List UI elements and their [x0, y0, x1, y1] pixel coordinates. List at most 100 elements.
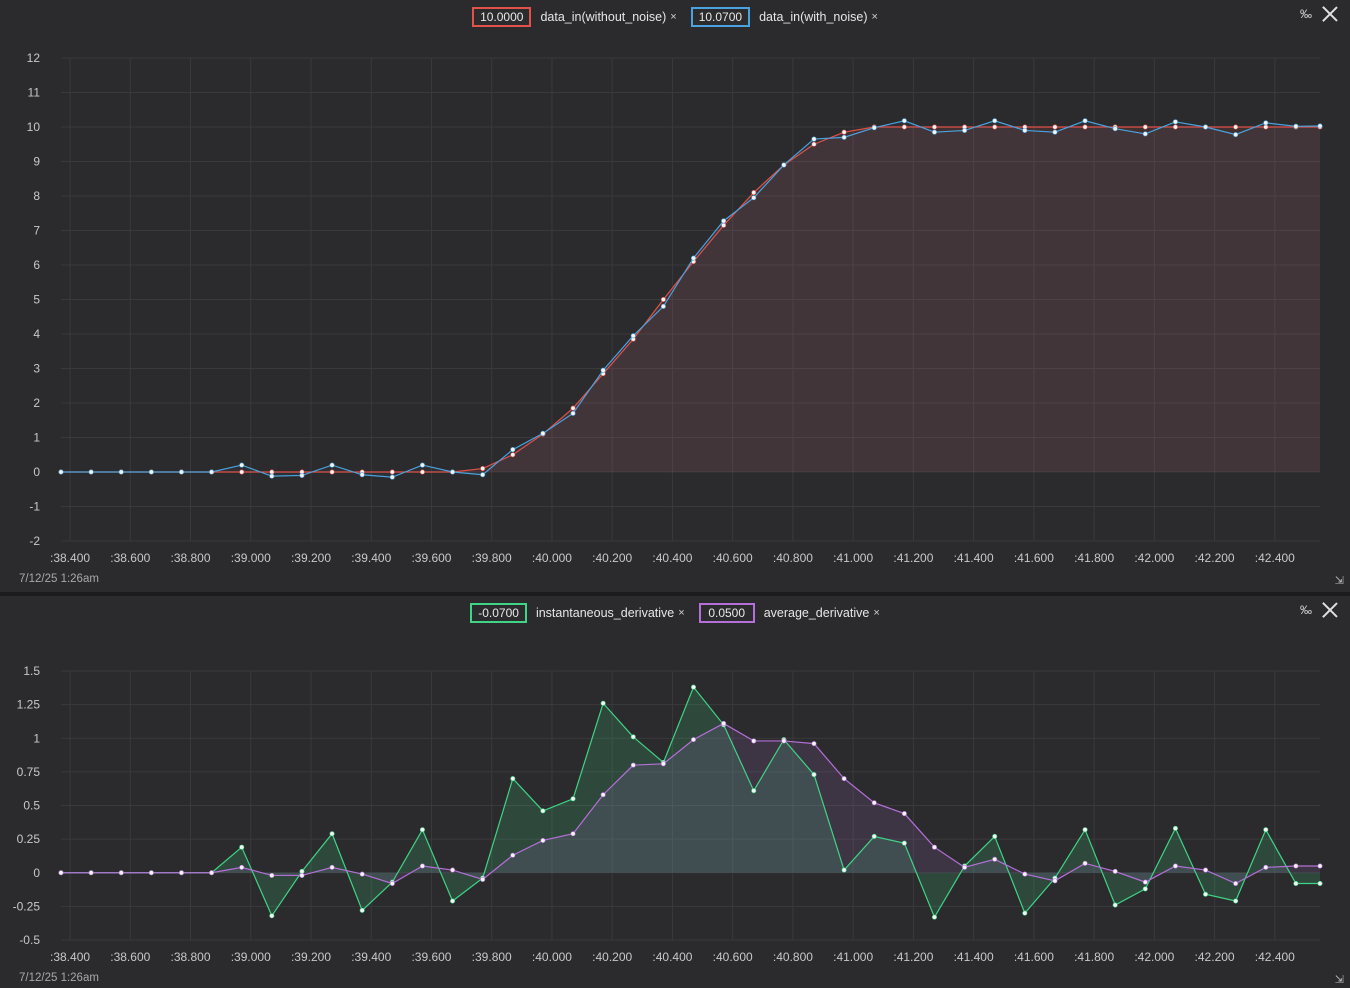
x-tick-label: :40.200 — [592, 950, 632, 964]
x-tick-label: :39.000 — [231, 950, 271, 964]
y-tick-label: 4 — [33, 327, 40, 341]
data-point — [901, 811, 907, 817]
data-point — [419, 863, 425, 869]
data-point — [299, 872, 305, 878]
panel-controls: ‰ — [1300, 6, 1338, 22]
x-tick-label: :40.400 — [652, 551, 692, 565]
data-point — [1233, 124, 1239, 130]
data-point — [480, 876, 486, 882]
data-point — [329, 864, 335, 870]
data-point — [359, 472, 365, 478]
y-tick-label: 10 — [27, 120, 41, 134]
legend-label: data_in(with_noise) — [759, 10, 868, 24]
remove-series-button[interactable]: × — [670, 11, 677, 23]
x-tick-label: :42.400 — [1255, 551, 1295, 565]
data-point — [931, 914, 937, 920]
data-point — [1052, 124, 1058, 130]
data-point — [269, 872, 275, 878]
data-point — [1233, 881, 1239, 887]
series-area-fill — [61, 723, 1320, 884]
x-tick-label: :41.000 — [833, 551, 873, 565]
data-point — [1082, 860, 1088, 866]
x-tick-label: :41.600 — [1014, 950, 1054, 964]
permille-toggle-button[interactable]: ‰ — [1300, 603, 1312, 617]
remove-series-button[interactable]: × — [873, 607, 880, 619]
x-tick-label: :39.800 — [472, 551, 512, 565]
y-tick-label: 0.5 — [23, 799, 40, 813]
data-point — [1022, 910, 1028, 916]
data-point — [88, 870, 94, 876]
data-point — [811, 141, 817, 147]
data-point — [1142, 886, 1148, 892]
data-point — [811, 741, 817, 747]
close-icon[interactable] — [1322, 602, 1338, 618]
data-point — [480, 466, 486, 472]
legend-value-box: -0.0700 — [470, 603, 527, 623]
chart-panel-bottom: -0.0700 instantaneous_derivative × 0.050… — [0, 596, 1350, 988]
y-tick-label: 0 — [33, 866, 40, 880]
legend-item-without-noise[interactable]: 10.0000 data_in(without_noise) × — [472, 7, 677, 27]
data-point — [88, 469, 94, 475]
panel-divider[interactable] — [0, 592, 1350, 596]
y-tick-label: 3 — [33, 362, 40, 376]
x-tick-label: :41.200 — [893, 950, 933, 964]
plot-area: -2-10123456789101112:38.400:38.600:38.80… — [27, 51, 1323, 565]
data-point — [1082, 827, 1088, 833]
legend-top: 10.0000 data_in(without_noise) × 10.0700… — [0, 6, 1350, 28]
data-point — [600, 700, 606, 706]
data-point — [389, 469, 395, 475]
y-tick-label: -0.5 — [19, 933, 40, 947]
x-tick-label: :40.200 — [592, 551, 632, 565]
x-tick-label: :40.800 — [773, 950, 813, 964]
legend-item-average-derivative[interactable]: 0.0500 average_derivative × — [698, 603, 880, 623]
data-point — [901, 124, 907, 130]
data-point — [931, 129, 937, 135]
data-point — [841, 129, 847, 135]
data-point — [1233, 898, 1239, 904]
data-point — [1293, 863, 1299, 869]
x-tick-label: :38.400 — [50, 551, 90, 565]
data-point — [1263, 120, 1269, 126]
y-tick-label: 1.25 — [17, 698, 41, 712]
data-point — [178, 870, 184, 876]
data-point — [751, 190, 757, 196]
legend-value-box: 0.0500 — [698, 603, 755, 623]
data-point — [600, 367, 606, 373]
y-tick-label: 6 — [33, 258, 40, 272]
data-point — [178, 469, 184, 475]
data-point — [148, 870, 154, 876]
data-point — [570, 831, 576, 837]
data-point — [540, 430, 546, 436]
y-tick-label: 0.75 — [17, 765, 41, 779]
data-point — [781, 738, 787, 744]
permille-toggle-button[interactable]: ‰ — [1300, 7, 1312, 21]
legend-item-instantaneous-derivative[interactable]: -0.0700 instantaneous_derivative × — [470, 603, 685, 623]
resize-handle-icon[interactable]: ⇲ — [1334, 974, 1344, 986]
data-point — [1172, 863, 1178, 869]
x-tick-label: :39.200 — [291, 950, 331, 964]
data-point — [691, 737, 697, 743]
data-point — [1293, 881, 1299, 887]
legend-item-with-noise[interactable]: 10.0700 data_in(with_noise) × — [690, 7, 878, 27]
data-point — [1263, 124, 1269, 130]
data-point — [931, 124, 937, 130]
data-point — [751, 738, 757, 744]
resize-handle-icon[interactable]: ⇲ — [1334, 575, 1344, 587]
data-point — [209, 870, 215, 876]
data-point — [389, 881, 395, 887]
data-point — [510, 776, 516, 782]
data-point — [1172, 825, 1178, 831]
data-point — [871, 125, 877, 131]
y-tick-label: -2 — [29, 534, 40, 548]
remove-series-button[interactable]: × — [678, 607, 685, 619]
data-point — [962, 864, 968, 870]
data-point — [1142, 879, 1148, 885]
remove-series-button[interactable]: × — [871, 11, 878, 23]
data-point — [419, 462, 425, 468]
x-tick-label: :41.400 — [954, 551, 994, 565]
data-point — [660, 303, 666, 309]
close-icon[interactable] — [1322, 6, 1338, 22]
data-point — [751, 788, 757, 794]
x-tick-label: :42.200 — [1195, 950, 1235, 964]
data-point — [570, 796, 576, 802]
